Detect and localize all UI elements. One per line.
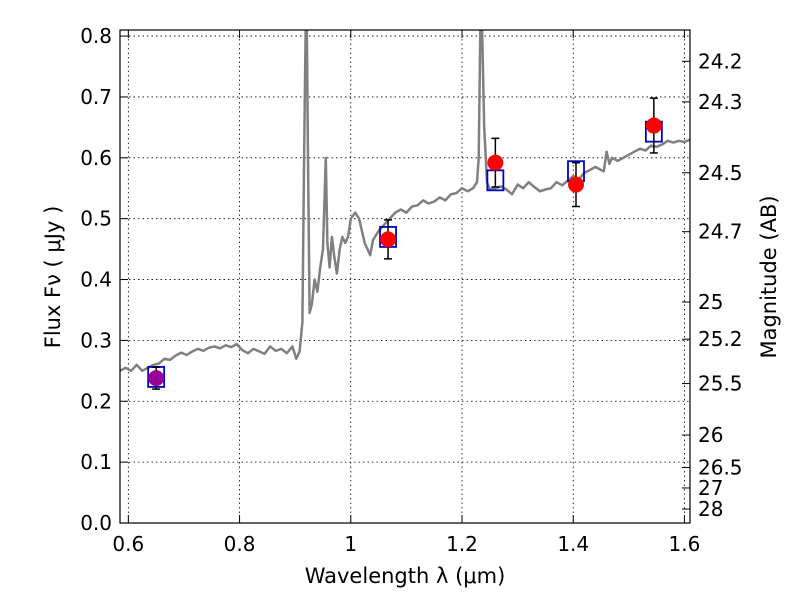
right-tick-label: 25.5 <box>698 372 743 396</box>
x-tick-label: 0.6 <box>112 532 144 556</box>
right-tick-label: 26 <box>698 423 723 447</box>
plot-frame <box>119 29 691 524</box>
x-tick-label: 1 <box>344 532 357 556</box>
right-tick-label: 25.2 <box>698 327 743 351</box>
right-tick-label: 24.7 <box>698 220 743 244</box>
x-tick-labels: 0.6 0.8 1 1.2 1.4 1.6 <box>112 532 700 556</box>
y-tick-label: 0.4 <box>80 268 112 292</box>
right-tick-label: 24.2 <box>698 49 743 73</box>
right-tick-label: 26.5 <box>698 455 743 479</box>
right-axis-title: Magnitude (AB) <box>757 195 781 358</box>
right-tick-label: 24.5 <box>698 161 743 185</box>
y-tick-labels: 0.0 0.1 0.2 0.3 0.4 0.5 0.6 0.7 0.8 <box>80 24 112 535</box>
spectrum-line <box>120 30 690 373</box>
plot-background <box>120 30 690 523</box>
x-axis-title: Wavelength λ (μm) <box>305 564 506 588</box>
x-tick-label: 1.6 <box>669 532 701 556</box>
observed-point <box>645 117 662 134</box>
y-axis-title: Flux Fν ( μJy ) <box>41 206 65 349</box>
y-tick-label: 0.7 <box>80 85 112 109</box>
ticks <box>120 30 690 524</box>
y-tick-label: 0.3 <box>80 328 112 352</box>
x-tick-label: 1.4 <box>557 532 589 556</box>
observed-point <box>568 176 584 193</box>
right-tick-label: 24.3 <box>698 90 743 114</box>
x-tick-label: 1.2 <box>446 532 478 556</box>
right-tick-label: 28 <box>698 497 723 521</box>
y-tick-label: 0.1 <box>80 450 112 474</box>
y-tick-label: 0.5 <box>80 207 112 231</box>
x-tick-label: 0.8 <box>224 532 256 556</box>
right-tick-label: 25 <box>698 290 723 314</box>
right-tick-label: 27 <box>698 476 723 500</box>
y-tick-label: 0.2 <box>80 389 112 413</box>
observed-points <box>148 117 662 387</box>
observed-point <box>148 370 165 387</box>
observed-point <box>487 154 504 171</box>
y-tick-label: 0.6 <box>80 146 112 170</box>
observed-point <box>380 231 397 248</box>
y-tick-label: 0.0 <box>80 511 112 535</box>
y-tick-label: 0.8 <box>80 24 112 48</box>
